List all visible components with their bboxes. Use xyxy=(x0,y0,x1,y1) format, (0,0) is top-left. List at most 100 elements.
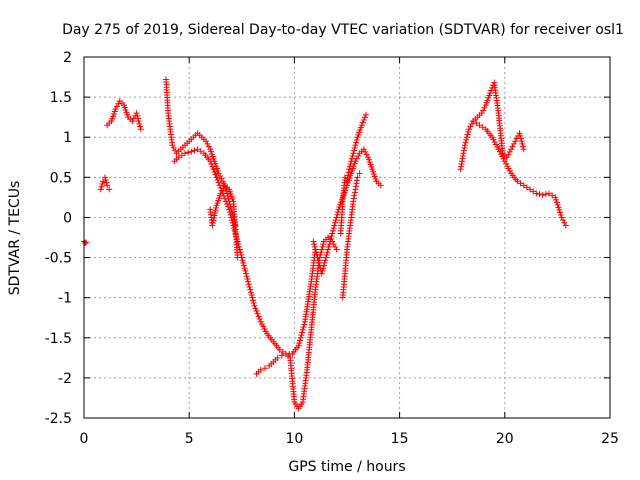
data-point xyxy=(351,189,358,196)
x-tick-label: 10 xyxy=(285,431,303,447)
y-tick-label: -0.5 xyxy=(45,251,72,267)
x-tick-labels: 0 5 10 15 20 25 xyxy=(80,431,619,447)
data-point xyxy=(345,169,352,176)
data-point xyxy=(299,326,306,333)
data-point xyxy=(320,241,327,248)
data-point xyxy=(261,365,268,372)
data-point xyxy=(562,222,569,229)
data-point xyxy=(361,114,368,121)
data-point xyxy=(274,354,281,361)
data-point xyxy=(208,160,215,167)
data-point xyxy=(517,132,524,139)
data-point xyxy=(135,118,142,125)
data-point xyxy=(191,147,198,154)
data-point xyxy=(348,155,355,162)
data-point xyxy=(341,174,348,181)
data-point xyxy=(216,182,223,189)
data-point xyxy=(129,118,136,125)
y-tick-label: 1 xyxy=(63,130,72,146)
data-point xyxy=(82,240,89,247)
data-point xyxy=(106,186,113,193)
data-point xyxy=(323,251,330,258)
data-point xyxy=(332,243,339,250)
data-point xyxy=(102,174,109,181)
data-point xyxy=(549,192,556,199)
data-point xyxy=(350,195,357,202)
data-point xyxy=(463,136,470,143)
data-point xyxy=(512,138,519,145)
data-point xyxy=(228,214,235,221)
data-point xyxy=(205,143,212,150)
data-point xyxy=(239,257,246,264)
data-point xyxy=(310,238,317,245)
data-point xyxy=(463,134,470,141)
data-point xyxy=(466,126,473,133)
data-point xyxy=(243,273,250,280)
data-point xyxy=(298,332,305,339)
data-point xyxy=(353,136,360,143)
data-point xyxy=(313,251,320,258)
data-point xyxy=(181,150,188,157)
data-point xyxy=(115,100,122,107)
data-point xyxy=(194,146,201,153)
data-point xyxy=(253,308,260,315)
data-point xyxy=(520,143,527,150)
data-point xyxy=(220,185,227,192)
data-point xyxy=(467,123,474,130)
data-point xyxy=(516,130,523,137)
data-point xyxy=(320,262,327,269)
data-point xyxy=(213,174,220,181)
data-point xyxy=(333,214,340,221)
data-point xyxy=(346,163,353,170)
data-point xyxy=(328,233,335,240)
data-point xyxy=(214,177,221,184)
data-point xyxy=(362,148,369,155)
data-point xyxy=(311,241,318,248)
data-point xyxy=(320,265,327,272)
data-point xyxy=(359,119,366,126)
data-point xyxy=(247,289,254,296)
data-point xyxy=(210,166,217,173)
data-point xyxy=(223,198,230,205)
data-point xyxy=(360,146,367,153)
data-point xyxy=(97,186,104,193)
data-point xyxy=(561,219,568,226)
data-point xyxy=(517,180,524,187)
y-tick-label: -1 xyxy=(58,291,72,307)
data-point xyxy=(351,192,358,199)
data-point xyxy=(478,110,485,117)
data-point xyxy=(333,246,340,253)
data-point xyxy=(251,302,258,309)
data-point xyxy=(465,128,472,135)
data-point xyxy=(296,340,303,347)
data-point xyxy=(248,291,255,298)
data-point xyxy=(322,257,329,264)
data-point xyxy=(533,190,540,197)
data-point xyxy=(327,238,334,245)
data-point xyxy=(300,324,307,331)
data-point xyxy=(556,206,563,213)
data-point xyxy=(476,122,483,129)
data-point xyxy=(554,201,561,208)
data-point xyxy=(113,103,120,110)
data-point xyxy=(250,300,257,307)
y-tick-label: -1.5 xyxy=(45,331,72,347)
data-point xyxy=(480,107,487,114)
data-point xyxy=(315,259,322,266)
data-point xyxy=(103,179,110,186)
x-tick-label: 5 xyxy=(185,431,194,447)
data-point xyxy=(552,194,559,201)
data-point xyxy=(545,190,552,197)
x-tick-label: 0 xyxy=(80,431,89,447)
data-point xyxy=(518,138,525,145)
data-point xyxy=(133,110,140,117)
data-point xyxy=(479,124,486,131)
data-point xyxy=(527,186,534,193)
data-point xyxy=(295,342,302,349)
y-tick-labels: -2.5 -2 -1.5 -1 -0.5 0 0.5 1 1.5 2 xyxy=(45,50,72,427)
data-point xyxy=(218,175,225,182)
data-point xyxy=(517,135,524,142)
data-point xyxy=(347,160,354,167)
data-point xyxy=(203,138,210,145)
